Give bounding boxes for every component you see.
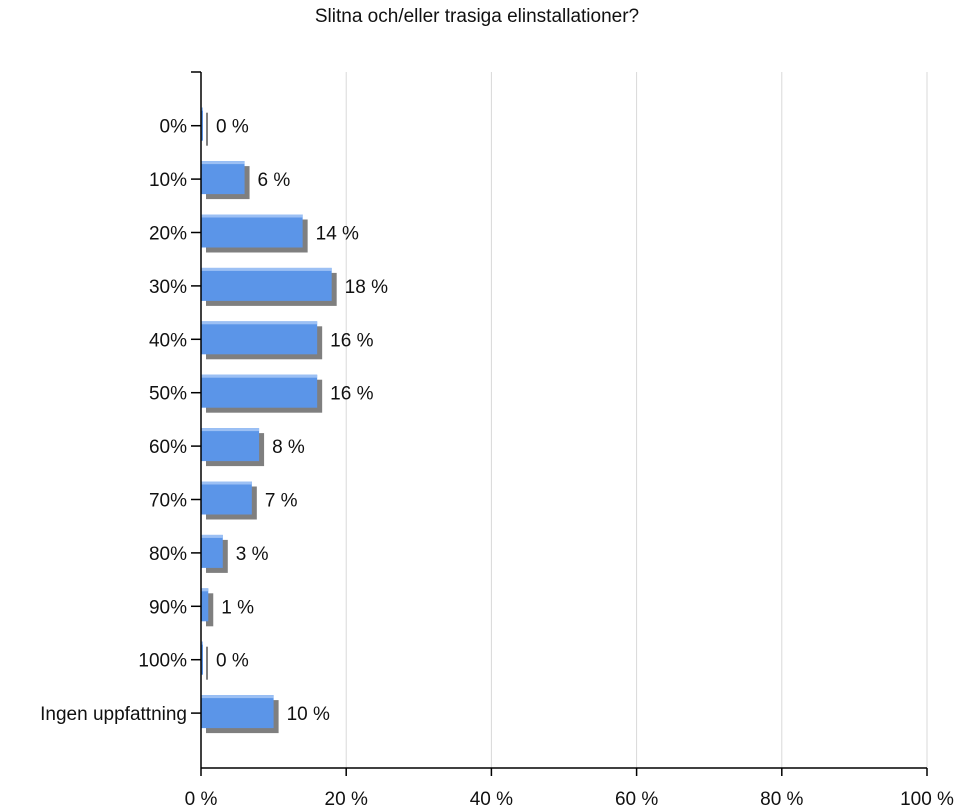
category-label: 30% — [149, 277, 187, 298]
bar-face — [201, 481, 252, 515]
bar-highlight — [201, 374, 318, 378]
category-label: 40% — [149, 330, 187, 351]
bar-highlight — [201, 695, 274, 699]
bar-face — [201, 107, 203, 141]
bar — [201, 107, 208, 146]
x-tick-label: 20 % — [325, 789, 368, 807]
value-label: 18 % — [345, 277, 388, 298]
bar-highlight — [201, 534, 223, 538]
grid-lines — [345, 72, 928, 768]
bar-face — [201, 534, 223, 568]
bar — [201, 267, 337, 306]
value-label: 3 % — [236, 544, 269, 565]
value-label: 10 % — [287, 704, 330, 725]
labels: 0 % 20 % 40 % 60 % 80 % 100 % 0% 0 % 10% 6 % 20% 14… — [40, 117, 954, 807]
bar-shadow — [206, 593, 214, 627]
value-label: 16 % — [330, 330, 373, 351]
bar-highlight — [201, 588, 209, 592]
x-tick-label: 40 % — [470, 789, 513, 807]
bar — [201, 588, 214, 627]
bar-highlight — [201, 428, 260, 432]
value-label: 6 % — [258, 170, 291, 191]
category-label: 100% — [138, 651, 187, 672]
bar — [201, 428, 265, 467]
bar-highlight — [201, 214, 303, 218]
bar-face — [201, 161, 245, 195]
bar-shadow — [206, 112, 208, 146]
bar-highlight — [201, 107, 203, 111]
bar — [201, 214, 308, 253]
x-tick-label: 80 % — [760, 789, 803, 807]
bar-face — [201, 641, 203, 675]
value-label: 8 % — [272, 437, 305, 458]
bar-face — [201, 588, 209, 622]
bar — [201, 161, 250, 200]
value-label: 1 % — [221, 597, 254, 618]
category-label: 60% — [149, 437, 187, 458]
bar-face — [201, 374, 318, 408]
bar-face — [201, 267, 332, 301]
chart-title: Slitna och/eller trasiga elinstallatione… — [315, 6, 639, 27]
bar-highlight — [201, 321, 318, 325]
axes — [191, 71, 928, 776]
bar — [201, 641, 208, 680]
category-label: 10% — [149, 170, 187, 191]
bar-face — [201, 428, 260, 462]
category-label: 90% — [149, 597, 187, 618]
x-tick-label: 100 % — [900, 789, 954, 807]
bar — [201, 481, 257, 520]
value-label: 7 % — [265, 491, 298, 512]
value-label: 0 % — [216, 651, 249, 672]
category-label: 20% — [149, 224, 187, 245]
category-label: 0% — [160, 117, 188, 138]
bar-face — [201, 214, 303, 248]
bar — [201, 534, 228, 573]
category-label: 50% — [149, 384, 187, 405]
bar-highlight — [201, 161, 245, 165]
category-label: 80% — [149, 544, 187, 565]
bar-highlight — [201, 481, 252, 485]
value-label: 16 % — [330, 384, 373, 405]
category-label: Ingen uppfattning — [40, 704, 187, 725]
bar — [201, 374, 323, 413]
bar-face — [201, 695, 274, 729]
x-tick-label: 60 % — [615, 789, 658, 807]
value-label: 0 % — [216, 117, 249, 138]
x-tick-label: 0 % — [185, 789, 218, 807]
value-label: 14 % — [316, 224, 359, 245]
category-label: 70% — [149, 491, 187, 512]
bars — [201, 107, 337, 734]
bar-highlight — [201, 641, 203, 645]
bar-face — [201, 321, 318, 355]
bar-shadow — [206, 646, 208, 680]
bar — [201, 321, 323, 360]
bar — [201, 695, 279, 734]
bar-highlight — [201, 267, 332, 271]
